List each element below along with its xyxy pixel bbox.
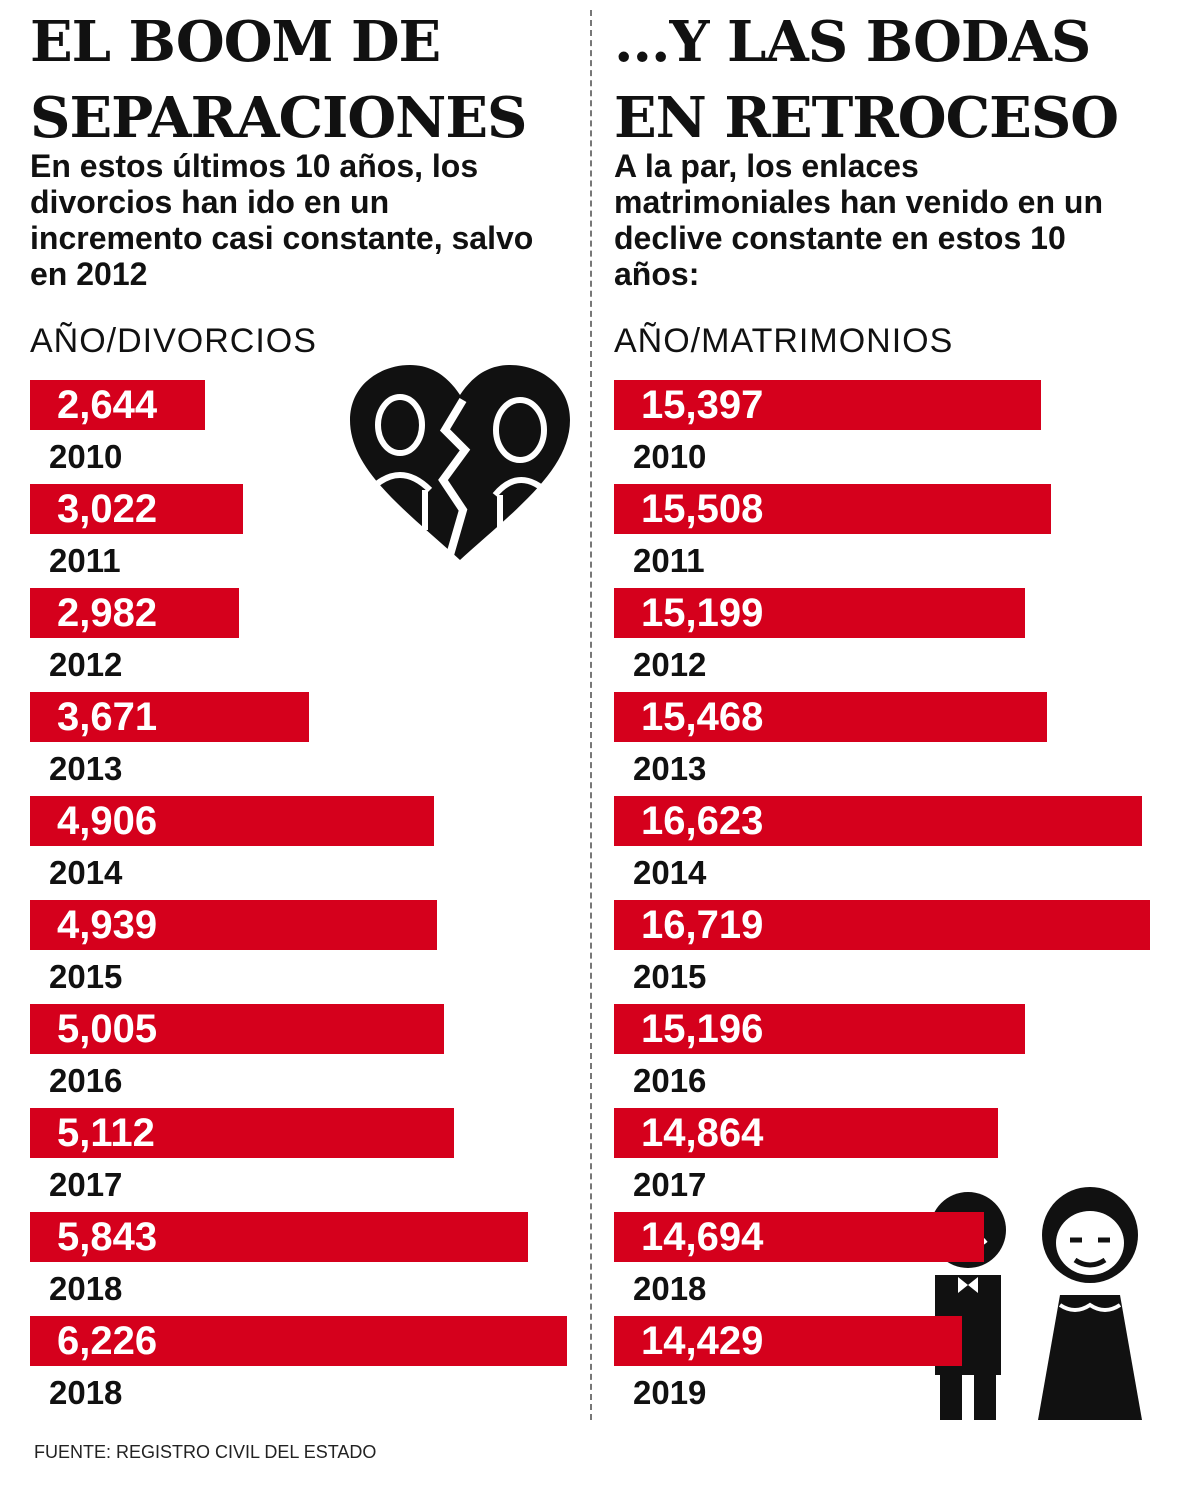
bar <box>30 588 240 638</box>
category-label: 2011 <box>633 542 705 579</box>
value-label: 16,719 <box>641 903 764 947</box>
bar <box>614 796 1143 846</box>
value-label: 14,694 <box>641 1215 764 1259</box>
category-label: 2011 <box>49 542 121 579</box>
value-label: 4,939 <box>57 903 158 947</box>
category-label: 2017 <box>49 1166 123 1203</box>
value-label: 15,199 <box>641 591 764 635</box>
bar <box>614 692 1048 742</box>
value-label: 6,226 <box>57 1319 158 1363</box>
value-label: 14,864 <box>641 1111 764 1155</box>
bar <box>614 1108 998 1158</box>
couple-icon <box>930 1187 1142 1420</box>
category-label: 2012 <box>633 646 707 683</box>
value-label: 5,843 <box>57 1215 158 1259</box>
category-label: 2016 <box>633 1062 707 1099</box>
value-label: 15,397 <box>641 383 764 427</box>
value-label: 5,005 <box>57 1007 158 1051</box>
category-label: 2016 <box>49 1062 123 1099</box>
value-label: 2,982 <box>57 591 158 635</box>
category-label: 2013 <box>49 750 123 787</box>
broken-heart-icon <box>350 365 570 560</box>
category-label: 2019 <box>633 1374 707 1411</box>
category-label: 2014 <box>49 854 123 891</box>
bar <box>614 1316 962 1366</box>
category-label: 2012 <box>49 646 123 683</box>
value-label: 2,644 <box>57 383 158 427</box>
bar <box>30 380 205 430</box>
bar <box>614 380 1042 430</box>
chart-subtitle: A la par, los enlaces matrimoniales han … <box>614 148 1103 292</box>
bar <box>614 484 1051 534</box>
category-label: 2013 <box>633 750 707 787</box>
category-label: 2018 <box>633 1270 707 1307</box>
chart-title: EL BOOM DE SEPARACIONES <box>30 9 527 151</box>
value-label: 4,906 <box>57 799 158 843</box>
bar <box>30 900 437 950</box>
value-label: 15,196 <box>641 1007 764 1051</box>
category-label: 2015 <box>49 958 123 995</box>
value-label: 3,671 <box>57 695 158 739</box>
chart-title: ...Y LAS BODAS EN RETROCESO <box>614 9 1119 151</box>
category-label: 2010 <box>49 438 123 475</box>
bar <box>30 1316 567 1366</box>
value-label: 14,429 <box>641 1319 764 1363</box>
category-label: 2010 <box>633 438 707 475</box>
bar <box>614 588 1026 638</box>
axis-label: AÑO/MATRIMONIOS <box>614 322 954 360</box>
value-label: 15,508 <box>641 487 764 531</box>
bar <box>30 484 244 534</box>
bar <box>30 796 434 846</box>
category-label: 2018 <box>49 1374 123 1411</box>
bar <box>614 1004 1025 1054</box>
value-label: 5,112 <box>57 1111 155 1155</box>
bar <box>30 1212 529 1262</box>
category-label: 2014 <box>633 854 707 891</box>
category-label: 2015 <box>633 958 707 995</box>
category-label: 2018 <box>49 1270 123 1307</box>
bar <box>30 692 309 742</box>
bar <box>614 900 1150 950</box>
bar <box>614 1212 984 1262</box>
value-label: 3,022 <box>57 487 158 531</box>
value-label: 16,623 <box>641 799 764 843</box>
chart-subtitle: En estos últimos 10 años, los divorcios … <box>30 148 534 292</box>
source-note: FUENTE: REGISTRO CIVIL DEL ESTADO <box>34 1442 377 1462</box>
bar <box>30 1004 444 1054</box>
value-label: 15,468 <box>641 695 764 739</box>
divider <box>590 10 592 1420</box>
category-label: 2017 <box>633 1166 707 1203</box>
axis-label: AÑO/DIVORCIOS <box>30 322 317 360</box>
bar <box>30 1108 455 1158</box>
